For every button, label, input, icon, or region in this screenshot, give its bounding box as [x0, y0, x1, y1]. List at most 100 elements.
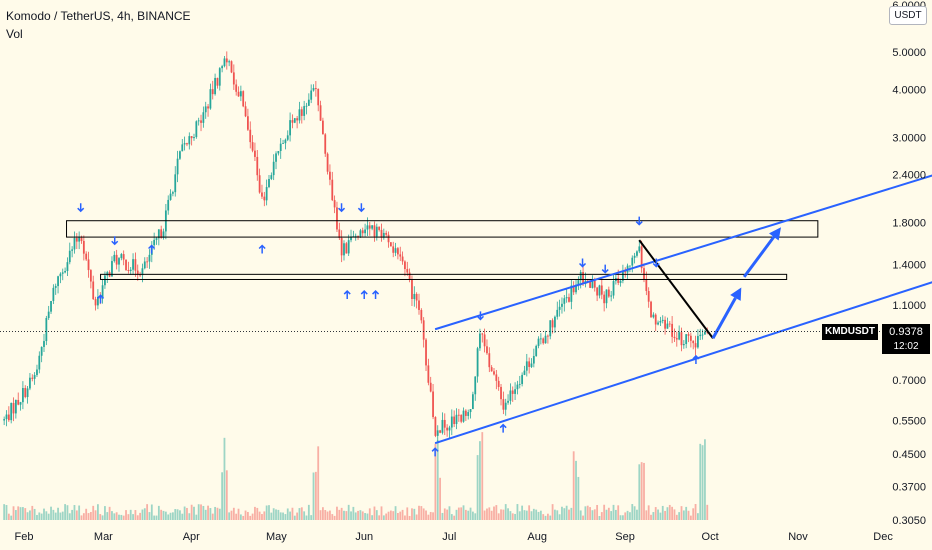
volume-bar: [685, 506, 688, 520]
candle: [516, 384, 519, 390]
chart-title: Komodo / TetherUS, 4h, BINANCE: [6, 9, 191, 23]
candle: [94, 299, 97, 306]
volume-bar: [157, 505, 160, 520]
volume-bar: [617, 505, 620, 520]
currency-unit-badge[interactable]: USDT: [889, 6, 927, 25]
candle: [593, 279, 596, 288]
volume-bar: [497, 513, 500, 520]
candle: [190, 136, 193, 139]
volume-bar: [143, 508, 146, 520]
volume-bar: [704, 439, 706, 520]
candle: [382, 232, 385, 238]
volume-bar: [537, 511, 540, 520]
swing-low-marker: [97, 294, 105, 304]
volume-bar: [134, 510, 137, 520]
candle: [134, 259, 137, 271]
price-tick-label: 1.8000: [892, 218, 926, 230]
swing-high-marker: [338, 203, 346, 213]
volume-bar: [174, 509, 177, 520]
volume-bar: [228, 512, 231, 520]
volume-bar: [668, 504, 671, 520]
volume-bar: [439, 477, 441, 520]
volume-bar: [408, 515, 411, 520]
candle: [575, 284, 577, 293]
volume-bar: [422, 508, 425, 520]
candle: [214, 77, 216, 95]
candle: [218, 68, 221, 86]
volume-bar: [692, 508, 695, 520]
volume-bar: [701, 445, 704, 520]
volume-bar: [460, 507, 463, 520]
candle: [460, 414, 463, 422]
volume-bar: [483, 510, 486, 520]
volume-bar: [275, 509, 277, 520]
volume-bar: [19, 507, 22, 520]
candle: [474, 376, 477, 395]
volume-bar: [204, 509, 207, 520]
volume-bar: [427, 514, 430, 520]
candle: [40, 346, 43, 356]
volume-bar: [404, 515, 406, 520]
price-axis[interactable]: 5.0000 4.0000 3.0000 2.4000 1.8000 1.4000 1.10…: [892, 0, 926, 527]
candle: [486, 346, 488, 354]
volume-bar: [298, 508, 301, 520]
candle: [636, 251, 638, 256]
candle: [432, 391, 434, 418]
volume-bar: [232, 507, 235, 520]
volume-bar: [47, 513, 50, 520]
volume-bar: [265, 505, 268, 520]
volume-bar: [577, 476, 580, 520]
volume-bar: [22, 507, 24, 520]
candle: [209, 89, 212, 109]
swing-high-marker: [635, 216, 643, 226]
volume-bar: [507, 508, 509, 520]
candle: [483, 334, 486, 347]
candle: [455, 414, 458, 425]
candle: [551, 320, 554, 328]
candle: [176, 158, 179, 175]
candle: [329, 171, 331, 180]
volume-bar: [504, 504, 507, 520]
volume-bar: [244, 510, 247, 520]
candle: [188, 136, 191, 145]
candle: [249, 129, 252, 143]
candle: [230, 61, 233, 73]
candle: [368, 225, 371, 229]
candle: [439, 430, 441, 433]
time-axis[interactable]: Feb Mar Apr May Jun Jul Aug Sep Oct Nov Dec: [15, 531, 894, 543]
candle: [73, 237, 76, 250]
candle: [544, 335, 547, 344]
volume-bar: [181, 513, 184, 520]
volume-bar: [235, 513, 238, 520]
candle: [239, 91, 242, 97]
volume-bar: [66, 505, 69, 520]
volume-bar: [640, 462, 643, 520]
candlestick-series: [3, 51, 709, 444]
candle: [420, 309, 423, 321]
volume-bar: [230, 510, 233, 520]
candle: [495, 374, 498, 381]
candle: [523, 370, 526, 375]
volume-bar: [162, 510, 165, 520]
candle: [242, 91, 245, 107]
volume-bar: [591, 510, 594, 520]
volume-bar: [364, 513, 366, 520]
candle: [399, 254, 402, 257]
candle: [422, 320, 425, 340]
price-tick-label: 5.0000: [892, 47, 926, 59]
volume-bar: [254, 506, 256, 520]
price-tick-label: 4.0000: [892, 84, 926, 96]
candle: [347, 240, 350, 254]
volume-bar: [247, 511, 249, 520]
price-tick-label: 0.5500: [892, 416, 926, 428]
candle: [43, 341, 45, 347]
volume-bar: [270, 512, 273, 520]
volume-bar: [108, 506, 111, 520]
volume-bar: [118, 514, 120, 520]
volume-bar: [188, 513, 191, 520]
volume-bar: [682, 510, 685, 520]
candle: [216, 77, 219, 86]
candle: [87, 259, 90, 271]
candle: [148, 254, 151, 262]
